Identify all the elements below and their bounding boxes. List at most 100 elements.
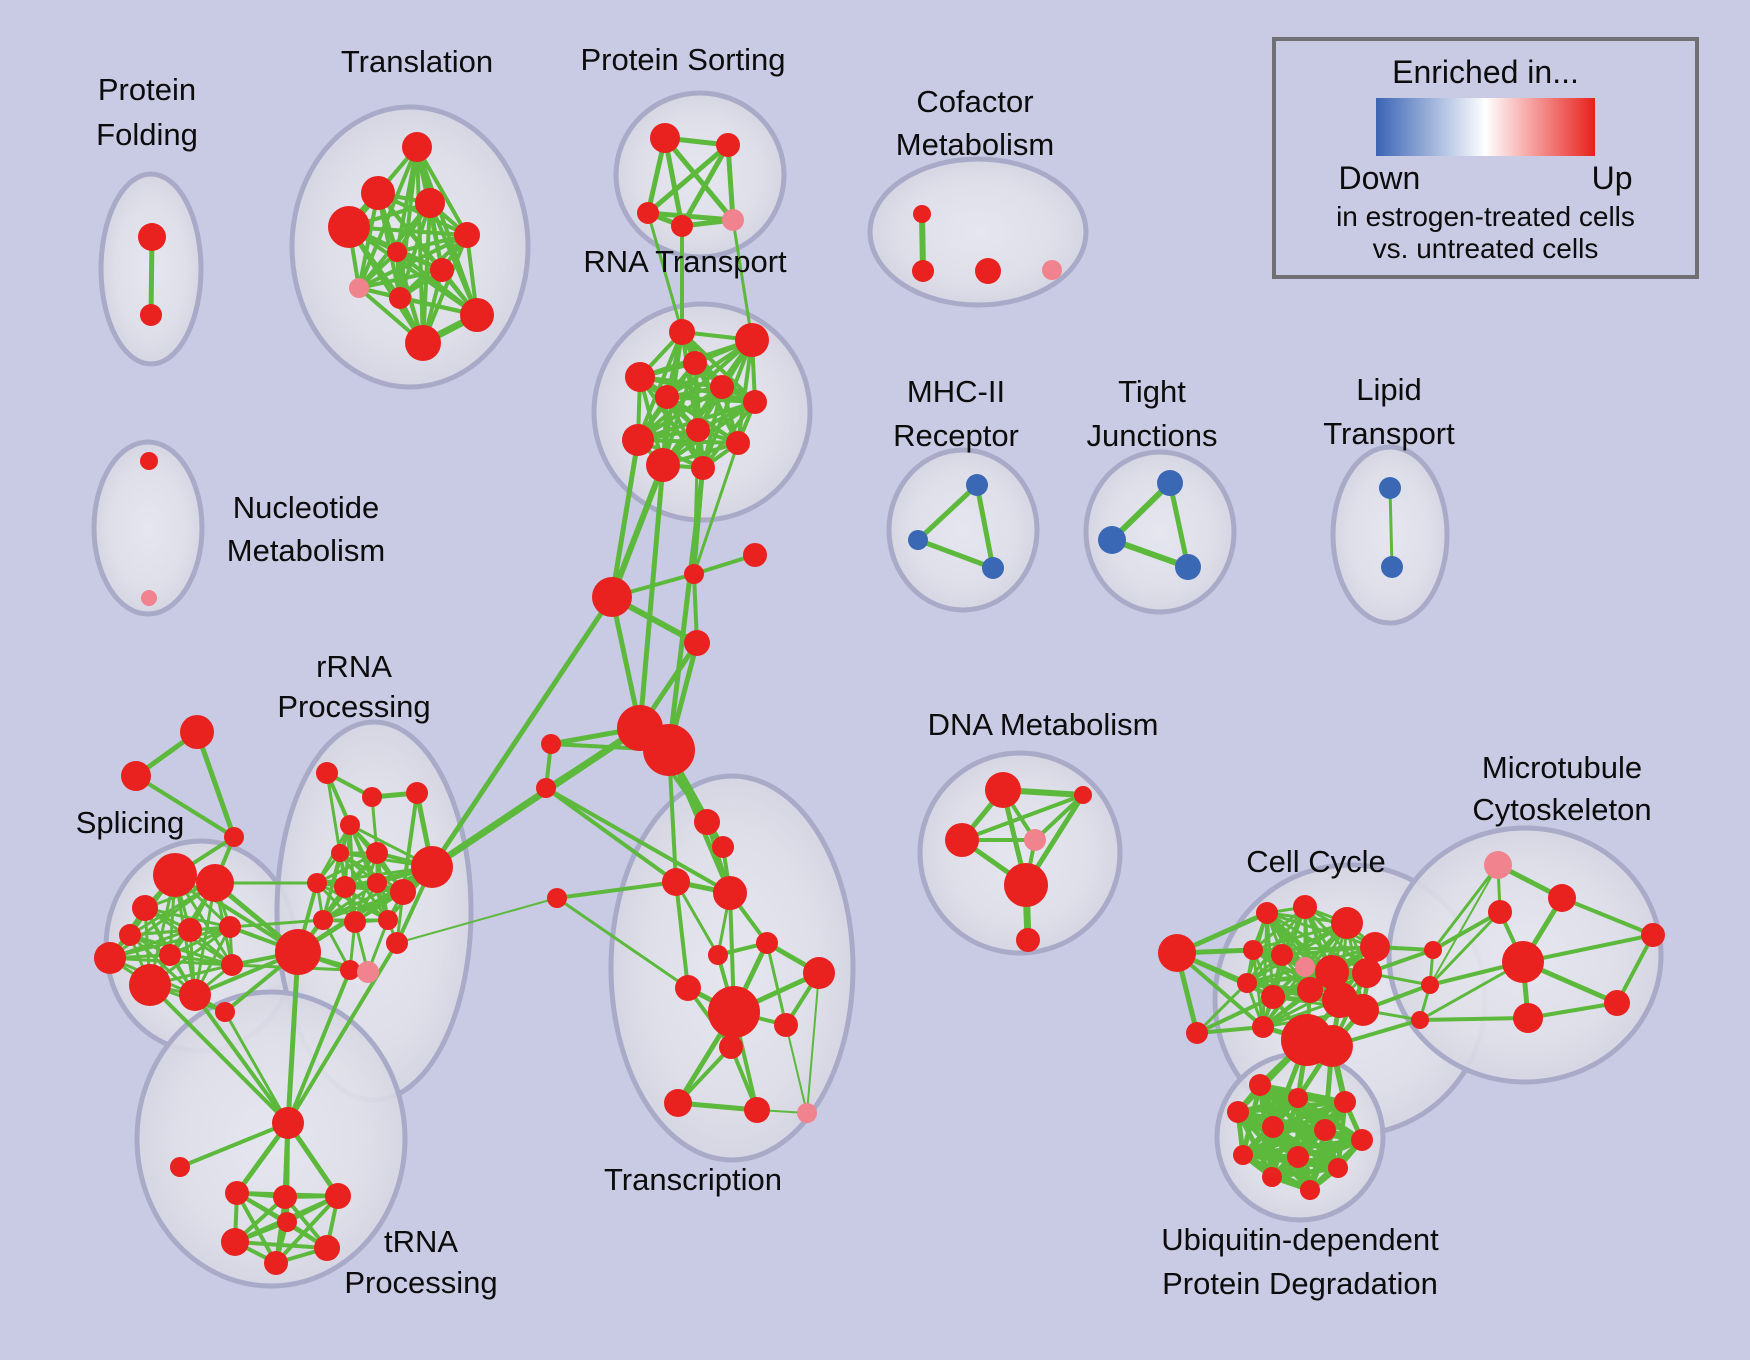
node-T9[interactable] (389, 287, 411, 309)
node-TC9[interactable] (708, 986, 760, 1038)
node-RT10[interactable] (726, 431, 750, 455)
node-TC6[interactable] (708, 945, 728, 965)
node-CC5[interactable] (1243, 940, 1263, 960)
node-SP10[interactable] (119, 924, 141, 946)
node-TC5[interactable] (756, 932, 778, 954)
node-RR1[interactable] (340, 815, 360, 835)
node-TC11[interactable] (719, 1035, 743, 1059)
node-CC6[interactable] (1271, 944, 1293, 966)
node-BR3[interactable] (1411, 1011, 1429, 1029)
node-RR11[interactable] (378, 910, 398, 930)
node-TC3[interactable] (662, 868, 690, 896)
node-HJ2[interactable] (684, 630, 710, 656)
node-TN0[interactable] (272, 1107, 304, 1139)
node-T3[interactable] (415, 188, 445, 218)
node-U8[interactable] (1233, 1145, 1253, 1165)
node-SP6[interactable] (219, 916, 241, 938)
node-DM2[interactable] (945, 823, 979, 857)
node-TN6[interactable] (264, 1251, 288, 1275)
node-TCJ[interactable] (547, 888, 567, 908)
node-RT1[interactable] (669, 319, 695, 345)
node-RR5[interactable] (334, 876, 356, 898)
node-TC10[interactable] (774, 1013, 798, 1037)
node-RR2[interactable] (366, 842, 388, 864)
node-RR8[interactable] (411, 846, 453, 888)
node-LT1[interactable] (1379, 477, 1401, 499)
node-RT12[interactable] (691, 456, 715, 480)
node-HBB2[interactable] (643, 724, 695, 776)
node-TN7[interactable] (277, 1212, 297, 1232)
node-LT2[interactable] (1381, 556, 1403, 578)
node-TN4[interactable] (221, 1228, 249, 1256)
node-PS3[interactable] (637, 202, 659, 224)
node-RT11[interactable] (646, 448, 680, 482)
node-SP3[interactable] (132, 895, 158, 921)
node-DM4[interactable] (1024, 829, 1046, 851)
node-CC15[interactable] (1252, 1016, 1274, 1038)
node-SP9[interactable] (221, 954, 243, 976)
node-SL2[interactable] (536, 778, 556, 798)
node-RT6[interactable] (710, 375, 734, 399)
node-TN3[interactable] (325, 1183, 351, 1209)
node-RR13[interactable] (357, 961, 379, 983)
node-T1[interactable] (402, 132, 432, 162)
node-TN5[interactable] (314, 1235, 340, 1261)
node-T7[interactable] (430, 258, 454, 282)
node-CC3[interactable] (1331, 907, 1363, 939)
node-T2[interactable] (361, 176, 395, 210)
node-PF2[interactable] (140, 304, 162, 326)
node-SP7[interactable] (129, 964, 171, 1006)
node-T8[interactable] (349, 278, 369, 298)
node-SP11[interactable] (159, 944, 181, 966)
node-CC7[interactable] (1295, 957, 1315, 977)
node-MH2[interactable] (908, 530, 928, 550)
node-RT3[interactable] (625, 362, 655, 392)
node-RR12[interactable] (340, 960, 360, 980)
node-CC2[interactable] (1293, 895, 1317, 919)
node-CC11[interactable] (1261, 985, 1285, 1009)
node-TJ3[interactable] (1175, 554, 1201, 580)
node-U11[interactable] (1262, 1167, 1282, 1187)
node-U10[interactable] (1328, 1158, 1348, 1178)
node-RT9[interactable] (622, 424, 654, 456)
node-DM1[interactable] (985, 772, 1021, 808)
node-U4[interactable] (1227, 1101, 1249, 1123)
node-CF1[interactable] (913, 205, 931, 223)
node-U5[interactable] (1262, 1116, 1284, 1138)
node-RR0[interactable] (316, 762, 338, 784)
node-RT4[interactable] (683, 351, 707, 375)
node-U9[interactable] (1287, 1146, 1309, 1168)
node-RR4[interactable] (307, 873, 327, 893)
node-RR14[interactable] (386, 932, 408, 954)
node-HB1[interactable] (592, 577, 632, 617)
node-TN2[interactable] (273, 1185, 297, 1209)
node-TN1[interactable] (225, 1181, 249, 1205)
node-PS4[interactable] (671, 215, 693, 237)
node-RT8[interactable] (686, 418, 710, 442)
node-MC1[interactable] (1484, 851, 1512, 879)
node-TC2[interactable] (712, 836, 734, 858)
node-TC14[interactable] (797, 1103, 817, 1123)
node-NM1[interactable] (140, 452, 158, 470)
node-PS5[interactable] (722, 209, 744, 231)
node-CF2[interactable] (912, 260, 934, 282)
node-MC2[interactable] (1548, 884, 1576, 912)
node-SP4[interactable] (94, 942, 126, 974)
node-PS2[interactable] (716, 133, 740, 157)
node-MC6[interactable] (1604, 990, 1630, 1016)
node-RR9[interactable] (313, 910, 333, 930)
node-CC10[interactable] (1237, 973, 1257, 993)
node-SP8[interactable] (179, 979, 211, 1011)
node-T11[interactable] (405, 325, 441, 361)
node-CC4[interactable] (1360, 932, 1390, 962)
node-TC1[interactable] (694, 809, 720, 835)
node-MH1[interactable] (966, 474, 988, 496)
node-TRI2[interactable] (121, 761, 151, 791)
node-T6[interactable] (387, 242, 407, 262)
node-BR2[interactable] (1421, 976, 1439, 994)
node-U2[interactable] (1288, 1088, 1308, 1108)
node-RR7[interactable] (390, 879, 416, 905)
node-CC0[interactable] (1158, 934, 1196, 972)
node-SP1[interactable] (153, 853, 197, 897)
node-CC12[interactable] (1297, 977, 1323, 1003)
